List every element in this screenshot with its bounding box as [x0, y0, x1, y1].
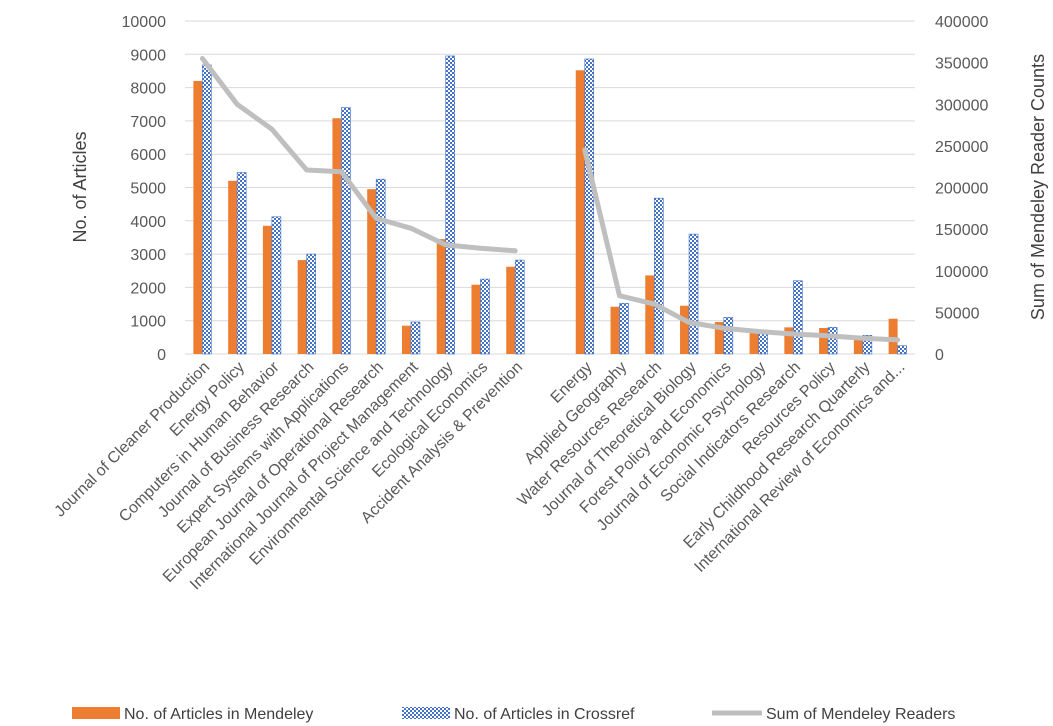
bar-mendeley [436, 239, 446, 354]
left-tick-label: 3000 [130, 247, 166, 264]
bar-mendeley [506, 266, 516, 354]
bar-mendeley [610, 306, 620, 354]
bar-mendeley [714, 322, 724, 354]
bar-crossref [897, 345, 907, 355]
left-tick-label: 10000 [122, 14, 167, 31]
bar-crossref [271, 216, 282, 355]
bar-mendeley [332, 118, 342, 355]
left-tick-label: 5000 [130, 181, 166, 198]
reader-line [199, 56, 901, 343]
legend-label-crossref: No. of Articles in Crossref [454, 706, 635, 723]
right-tick-label: 150000 [935, 222, 988, 239]
right-tick-label: 300000 [935, 97, 988, 114]
bar-crossref [827, 327, 838, 355]
bar-crossref [758, 331, 768, 355]
left-tick-label: 4000 [130, 214, 166, 231]
left-tick-label: 2000 [130, 280, 166, 297]
bar-crossref [688, 233, 699, 355]
left-tick-label: 0 [157, 347, 166, 364]
bar-crossref [410, 321, 421, 355]
bar-crossref [653, 197, 664, 355]
bar-mendeley [819, 328, 829, 354]
bar-crossref [793, 280, 803, 355]
bar-mendeley [471, 284, 481, 354]
bar-crossref [341, 107, 351, 355]
reader-line-segment [582, 147, 901, 343]
left-tick-label: 7000 [130, 114, 166, 131]
bar-mendeley [784, 327, 794, 354]
right-tick-label: 100000 [935, 264, 988, 281]
right-axis-ticks: 0 50000 100000 150000 200000 250000 300000 3500… [935, 14, 988, 364]
bar-crossref [445, 55, 456, 355]
bar-crossref [514, 259, 525, 355]
bar-mendeley [262, 225, 272, 354]
left-axis-ticks: 0 1000 2000 3000 4000 5000 6000 7000 8000 9000 100… [122, 14, 167, 364]
bar-crossref [480, 278, 490, 355]
right-tick-label: 400000 [935, 14, 988, 31]
bar-mendeley [575, 70, 585, 354]
bar-mendeley [228, 180, 238, 354]
left-tick-label: 8000 [130, 81, 166, 98]
bar-crossref [584, 58, 595, 355]
right-tick-label: 250000 [935, 139, 988, 156]
bar-mendeley [888, 318, 898, 354]
bar-mendeley [401, 325, 411, 354]
legend-swatch-mendeley [72, 707, 120, 719]
reader-line-segment [199, 56, 518, 254]
right-axis-title: Sum of Mendeley Reader Counts [1028, 54, 1048, 320]
gridlines [185, 20, 915, 355]
bar-mendeley [680, 305, 690, 354]
legend-label-mendeley: No. of Articles in Mendeley [124, 706, 313, 723]
bar-mendeley [367, 189, 377, 354]
bar-crossref [375, 178, 386, 355]
bar-crossref [236, 172, 247, 355]
bar-crossref [862, 335, 873, 355]
bar-mendeley [193, 80, 203, 354]
left-tick-label: 6000 [130, 147, 166, 164]
bar-crossref [202, 64, 212, 355]
right-tick-label: 200000 [935, 181, 988, 198]
bar-mendeley [853, 337, 863, 354]
left-tick-label: 9000 [130, 47, 166, 64]
legend-label-readers: Sum of Mendeley Readers [766, 706, 955, 723]
right-tick-label: 350000 [935, 56, 988, 73]
left-axis-title: No. of Articles [70, 131, 90, 242]
bar-mendeley [645, 275, 655, 354]
bar-mendeley [297, 260, 307, 354]
right-tick-label: 50000 [935, 305, 980, 322]
bars [193, 55, 907, 355]
bar-crossref [619, 303, 629, 355]
bar-crossref [723, 317, 734, 355]
legend: No. of Articles in Mendeley No. of Artic… [72, 706, 955, 723]
legend-swatch-crossref [402, 707, 450, 719]
bar-mendeley [749, 330, 759, 354]
left-tick-label: 1000 [130, 314, 166, 331]
right-tick-label: 0 [935, 347, 944, 364]
bar-crossref [306, 253, 316, 355]
